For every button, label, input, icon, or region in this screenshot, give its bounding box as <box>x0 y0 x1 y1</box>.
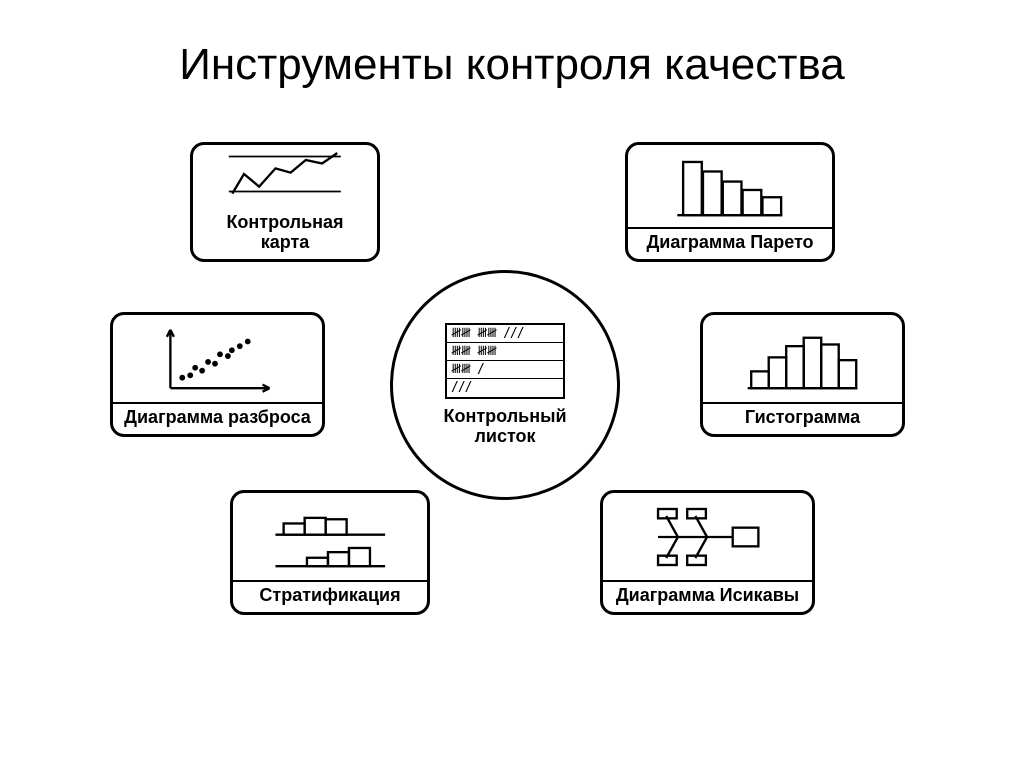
tally-box: 𝍸𝍸 𝍸𝍸 /// 𝍸𝍸 𝍸𝍸 𝍸𝍸 / /// <box>445 323 565 399</box>
scatter-icon <box>113 315 322 402</box>
scatter-label: Диаграмма разброса <box>118 406 317 430</box>
control-chart-label: Контрольнаякарта <box>220 211 349 255</box>
card-pareto: Диаграмма Парето <box>625 142 835 262</box>
card-histogram: Гистограмма <box>700 312 905 437</box>
center-label: Контрольныйлисток <box>443 407 566 447</box>
pareto-icon <box>628 145 832 227</box>
ishikawa-icon <box>603 493 812 580</box>
tally-row: /// <box>447 379 563 397</box>
page-title: Инструменты контроля качества <box>0 40 1024 90</box>
stratification-icon <box>233 493 427 580</box>
card-scatter: Диаграмма разброса <box>110 312 325 437</box>
center-checklist: 𝍸𝍸 𝍸𝍸 /// 𝍸𝍸 𝍸𝍸 𝍸𝍸 / /// Контрольныйлист… <box>390 270 620 500</box>
histogram-icon <box>703 315 902 402</box>
card-stratification: Стратификация <box>230 490 430 615</box>
tally-row: 𝍸𝍸 / <box>447 361 563 379</box>
tally-row: 𝍸𝍸 𝍸𝍸 <box>447 343 563 361</box>
tally-row: 𝍸𝍸 𝍸𝍸 /// <box>447 325 563 343</box>
control-chart-icon <box>193 139 377 209</box>
stratification-label: Стратификация <box>253 584 406 608</box>
histogram-label: Гистограмма <box>739 406 866 430</box>
card-control-chart: Контрольнаякарта <box>190 142 380 262</box>
card-ishikawa: Диаграмма Исикавы <box>600 490 815 615</box>
pareto-label: Диаграмма Парето <box>640 231 819 255</box>
ishikawa-label: Диаграмма Исикавы <box>610 584 805 608</box>
